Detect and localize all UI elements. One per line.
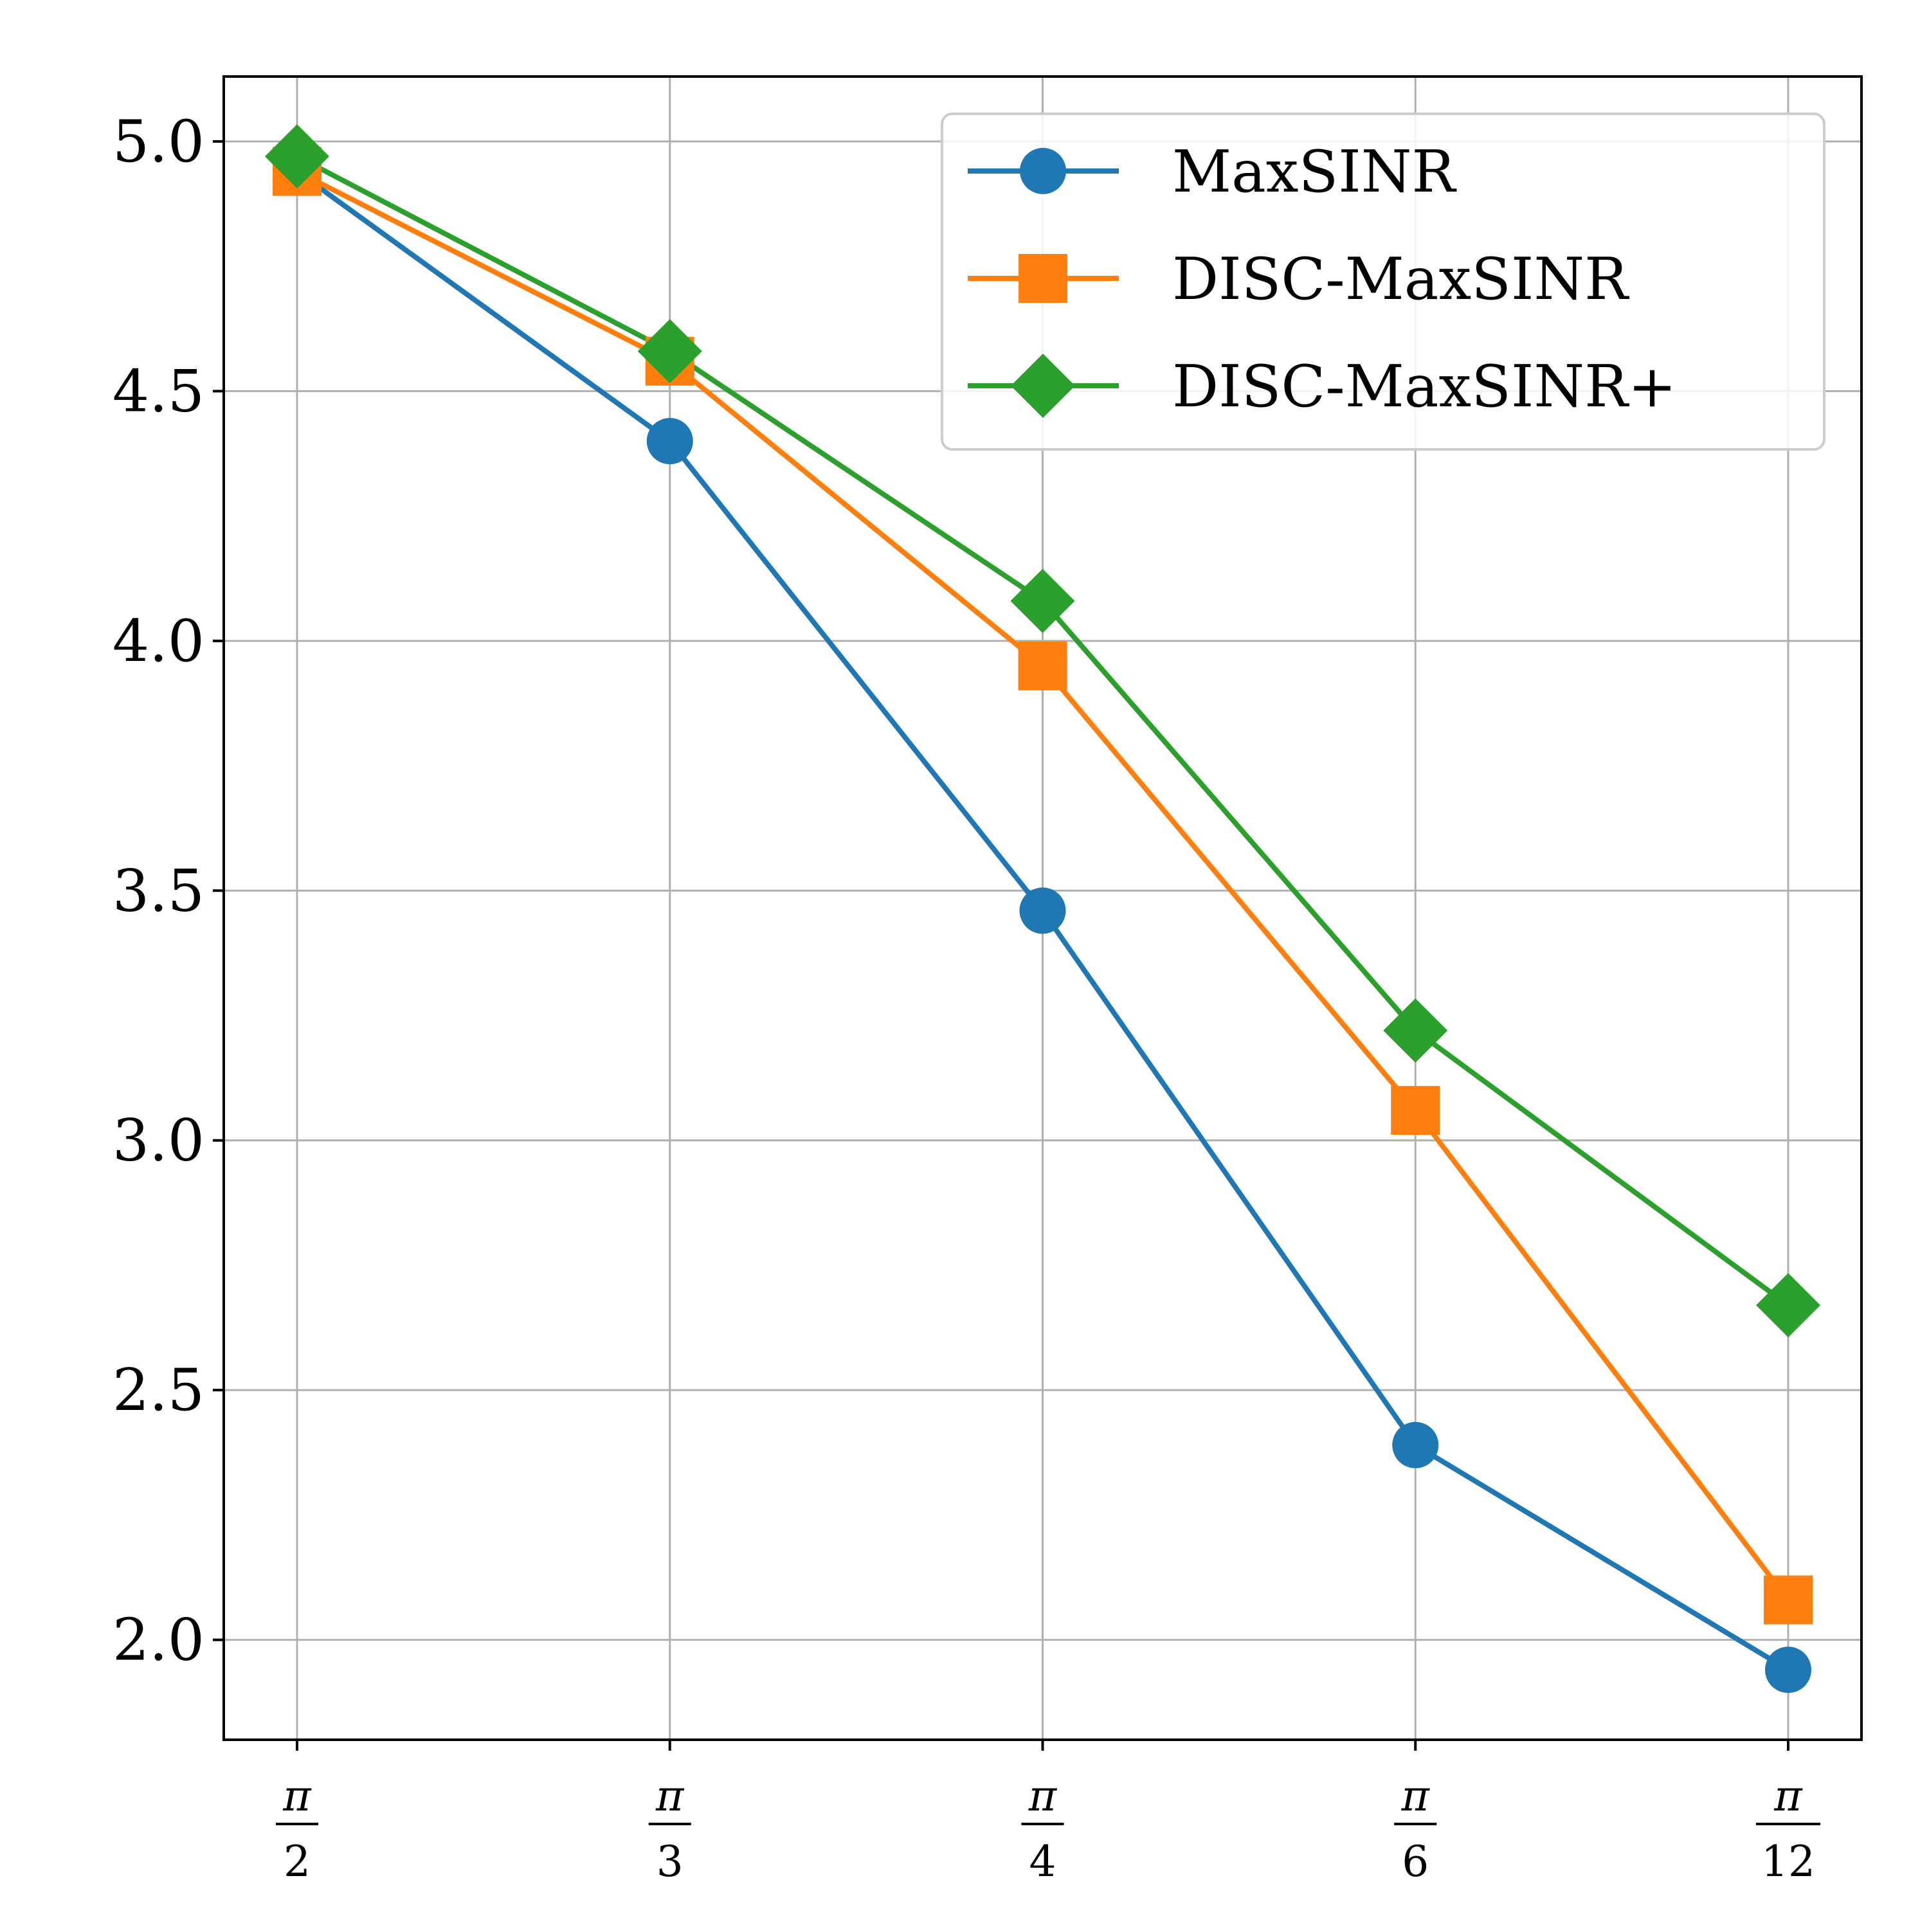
x-tick-numerator: π (655, 1771, 685, 1821)
y-tick-label: 3.0 (113, 1107, 204, 1175)
x-tick-denominator: 12 (1761, 1837, 1815, 1886)
x-tick-numerator: π (1028, 1771, 1058, 1821)
y-tick-label: 4.5 (113, 357, 204, 425)
axis-ticks: π 2 π 3 π 4 π 6 π 12 2.0 2.5 3.0 3.5 4.0 4.5 5.0 (113, 108, 1820, 1886)
y-tick-label: 5.0 (113, 108, 204, 176)
y-tick-label: 2.0 (113, 1607, 204, 1674)
y-tick-label: 2.5 (113, 1357, 204, 1424)
x-tick-denominator: 2 (284, 1837, 311, 1886)
data-point-0-1 (646, 418, 693, 465)
data-point-2-1 (637, 319, 702, 384)
data-point-0-2 (1019, 887, 1066, 934)
legend-box (941, 113, 1825, 451)
y-tick-label: 3.5 (113, 857, 204, 925)
legend-label-1: DISC-MaxSINR (1172, 246, 1629, 313)
legend-marker-1 (1019, 254, 1067, 303)
x-tick-denominator: 3 (657, 1837, 684, 1886)
y-tick-label: 4.0 (113, 608, 204, 675)
data-point-2-2 (1010, 568, 1075, 633)
legend-label-2: DISC-MaxSINR+ (1172, 353, 1676, 420)
series-markers (265, 124, 1820, 1693)
data-point-1-4 (1764, 1575, 1813, 1625)
data-point-2-4 (1756, 1273, 1820, 1338)
legend-marker-2 (1011, 354, 1075, 418)
legend: MaxSINR DISC-MaxSINR DISC-MaxSINR+ (941, 113, 1825, 451)
x-tick-numerator: π (282, 1771, 312, 1821)
x-tick-denominator: 4 (1029, 1837, 1056, 1886)
data-point-0-4 (1765, 1647, 1811, 1693)
data-point-1-3 (1391, 1086, 1440, 1135)
data-point-2-3 (1383, 998, 1448, 1063)
data-point-2-0 (265, 124, 329, 189)
x-tick-numerator: π (1401, 1771, 1431, 1821)
data-point-0-3 (1392, 1422, 1439, 1468)
legend-label-0: MaxSINR (1172, 138, 1457, 206)
x-tick-numerator: π (1773, 1771, 1803, 1821)
legend-marker-0 (1020, 148, 1066, 194)
data-point-1-2 (1018, 641, 1067, 691)
x-tick-denominator: 6 (1402, 1837, 1429, 1886)
